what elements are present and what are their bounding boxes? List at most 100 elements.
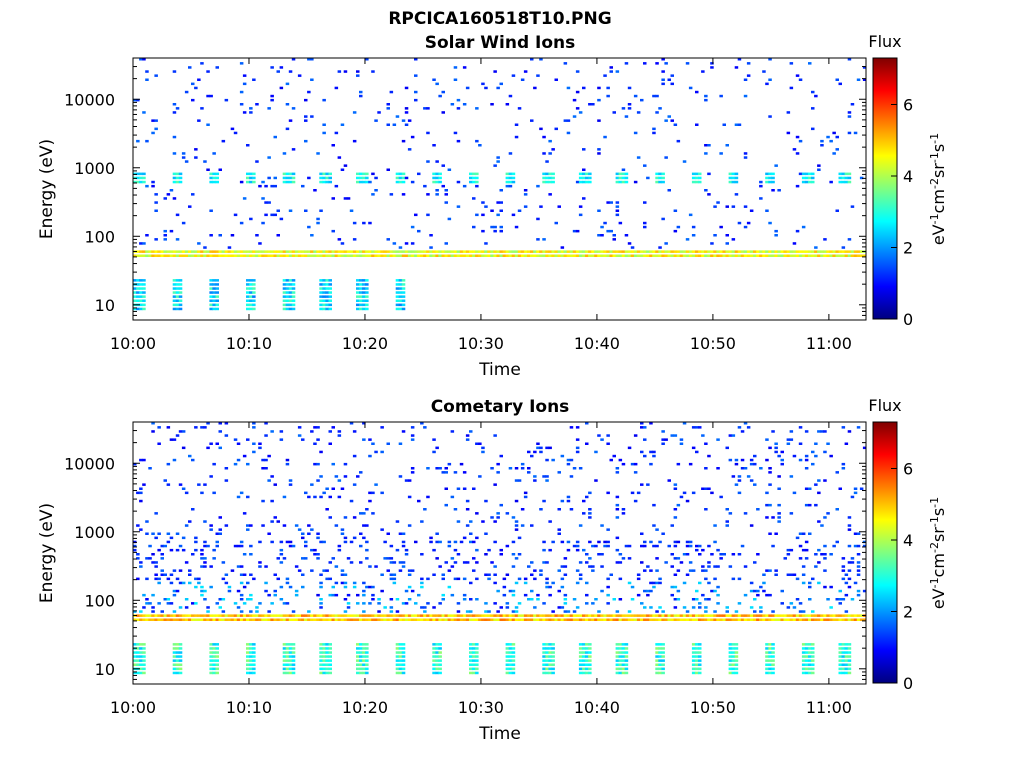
spectrogram-cell: [310, 254, 314, 257]
spectrogram-cell: [768, 250, 772, 253]
spectrogram-cell: [398, 569, 403, 572]
spectrogram-cell: [175, 213, 180, 217]
spectrogram-cell: [374, 450, 378, 454]
spectrogram-cell: [340, 242, 345, 245]
spectrogram-cell: [273, 483, 277, 486]
spectrogram-cell: [856, 544, 861, 548]
spectrogram-cell: [291, 250, 296, 253]
spectrogram-cell: [218, 254, 222, 257]
spectrogram-cell: [514, 581, 519, 585]
spectrogram-cell: [795, 577, 800, 581]
spectrogram-cell: [731, 238, 736, 241]
spectrogram-cell: [444, 467, 448, 470]
spectrogram-cell: [820, 430, 824, 433]
spectrogram-cell: [585, 663, 589, 666]
spectrogram-cell: [731, 671, 736, 675]
spectrogram-cell: [316, 618, 320, 621]
spectrogram-cell: [239, 180, 244, 184]
spectrogram-cell: [731, 659, 736, 662]
spectrogram-cell: [337, 238, 342, 241]
spectrogram-cell: [765, 614, 769, 617]
spectrogram-cell: [184, 614, 189, 617]
spectrogram-cell: [841, 176, 846, 180]
spectrogram-cell: [673, 540, 678, 544]
spectrogram-cell: [444, 189, 448, 192]
spectrogram-cell: [160, 553, 164, 556]
spectrogram-cell: [356, 659, 360, 662]
spectrogram-cell: [804, 454, 809, 458]
spectrogram-cell: [188, 573, 192, 576]
spectrogram-cell: [218, 618, 222, 621]
spectrogram-cell: [597, 98, 601, 102]
spectrogram-cell: [291, 655, 296, 658]
spectrogram-cell: [200, 614, 204, 617]
spectrogram-cell: [582, 180, 586, 184]
spectrogram-cell: [362, 581, 366, 585]
spectrogram-cell: [227, 254, 232, 257]
spectrogram-cell: [508, 176, 513, 180]
spectrogram-cell: [200, 553, 204, 556]
spectrogram-cell: [472, 225, 476, 229]
spectrogram-cell: [267, 454, 271, 458]
spectrogram-cell: [591, 602, 595, 605]
spectrogram-cell: [276, 614, 280, 617]
spectrogram-cell: [560, 614, 565, 617]
spectrogram-cell: [395, 254, 400, 257]
spectrogram-cell: [820, 144, 824, 147]
spectrogram-cell: [160, 557, 164, 560]
spectrogram-cell: [383, 254, 387, 257]
spectrogram-cell: [252, 180, 256, 184]
spectrogram-cell: [701, 250, 705, 253]
spectrogram-cell: [435, 532, 439, 535]
spectrogram-cell: [484, 610, 488, 613]
spectrogram-cell: [175, 659, 180, 662]
spectrogram-cell: [398, 614, 403, 617]
spectrogram-cell: [801, 250, 806, 253]
spectrogram-cell: [597, 610, 601, 613]
spectrogram-cell: [252, 647, 256, 650]
spectrogram-cell: [395, 598, 400, 601]
spectrogram-cell: [847, 577, 852, 581]
spectrogram-cell: [215, 250, 219, 253]
spectrogram-cell: [539, 450, 543, 454]
spectrogram-cell: [304, 209, 308, 212]
spectrogram-cell: [801, 581, 806, 585]
spectrogram-cell: [481, 520, 485, 523]
spectrogram-cell: [713, 205, 717, 208]
spectrogram-cell: [233, 614, 238, 617]
spectrogram-cell: [175, 303, 180, 307]
spectrogram-cell: [258, 565, 262, 568]
spectrogram-cell: [184, 254, 189, 257]
spectrogram-cell: [774, 442, 778, 445]
spectrogram-cell: [340, 254, 345, 257]
spectrogram-cell: [212, 614, 216, 617]
spectrogram-cell: [682, 422, 687, 425]
spectrogram-cell: [139, 287, 143, 290]
panel-title: Cometary Ions: [431, 397, 570, 417]
spectrogram-cell: [609, 573, 613, 576]
spectrogram-cell: [172, 295, 177, 298]
spectrogram-cell: [163, 254, 167, 257]
spectrogram-cell: [560, 585, 565, 589]
spectrogram-cell: [655, 614, 659, 617]
spectrogram-cell: [285, 458, 290, 462]
spectrogram-cell: [148, 557, 152, 560]
spectrogram-cell: [194, 156, 198, 159]
spectrogram-cell: [282, 651, 287, 654]
spectrogram-cell: [359, 250, 363, 253]
spectrogram-cell: [777, 189, 781, 192]
spectrogram-cell: [297, 254, 302, 257]
spectrogram-cell: [197, 577, 201, 581]
spectrogram-cell: [600, 618, 604, 621]
spectrogram-cell: [673, 557, 678, 560]
spectrogram-cell: [768, 78, 772, 81]
spectrogram-cell: [688, 614, 693, 617]
spectrogram-cell: [578, 250, 583, 253]
spectrogram-cell: [444, 618, 448, 621]
spectrogram-cell: [441, 90, 445, 94]
spectrogram-cell: [734, 671, 739, 675]
spectrogram-cell: [401, 287, 406, 290]
spectrogram-cell: [523, 614, 528, 617]
colorbar-gradient: [872, 421, 898, 684]
spectrogram-cell: [740, 614, 745, 617]
